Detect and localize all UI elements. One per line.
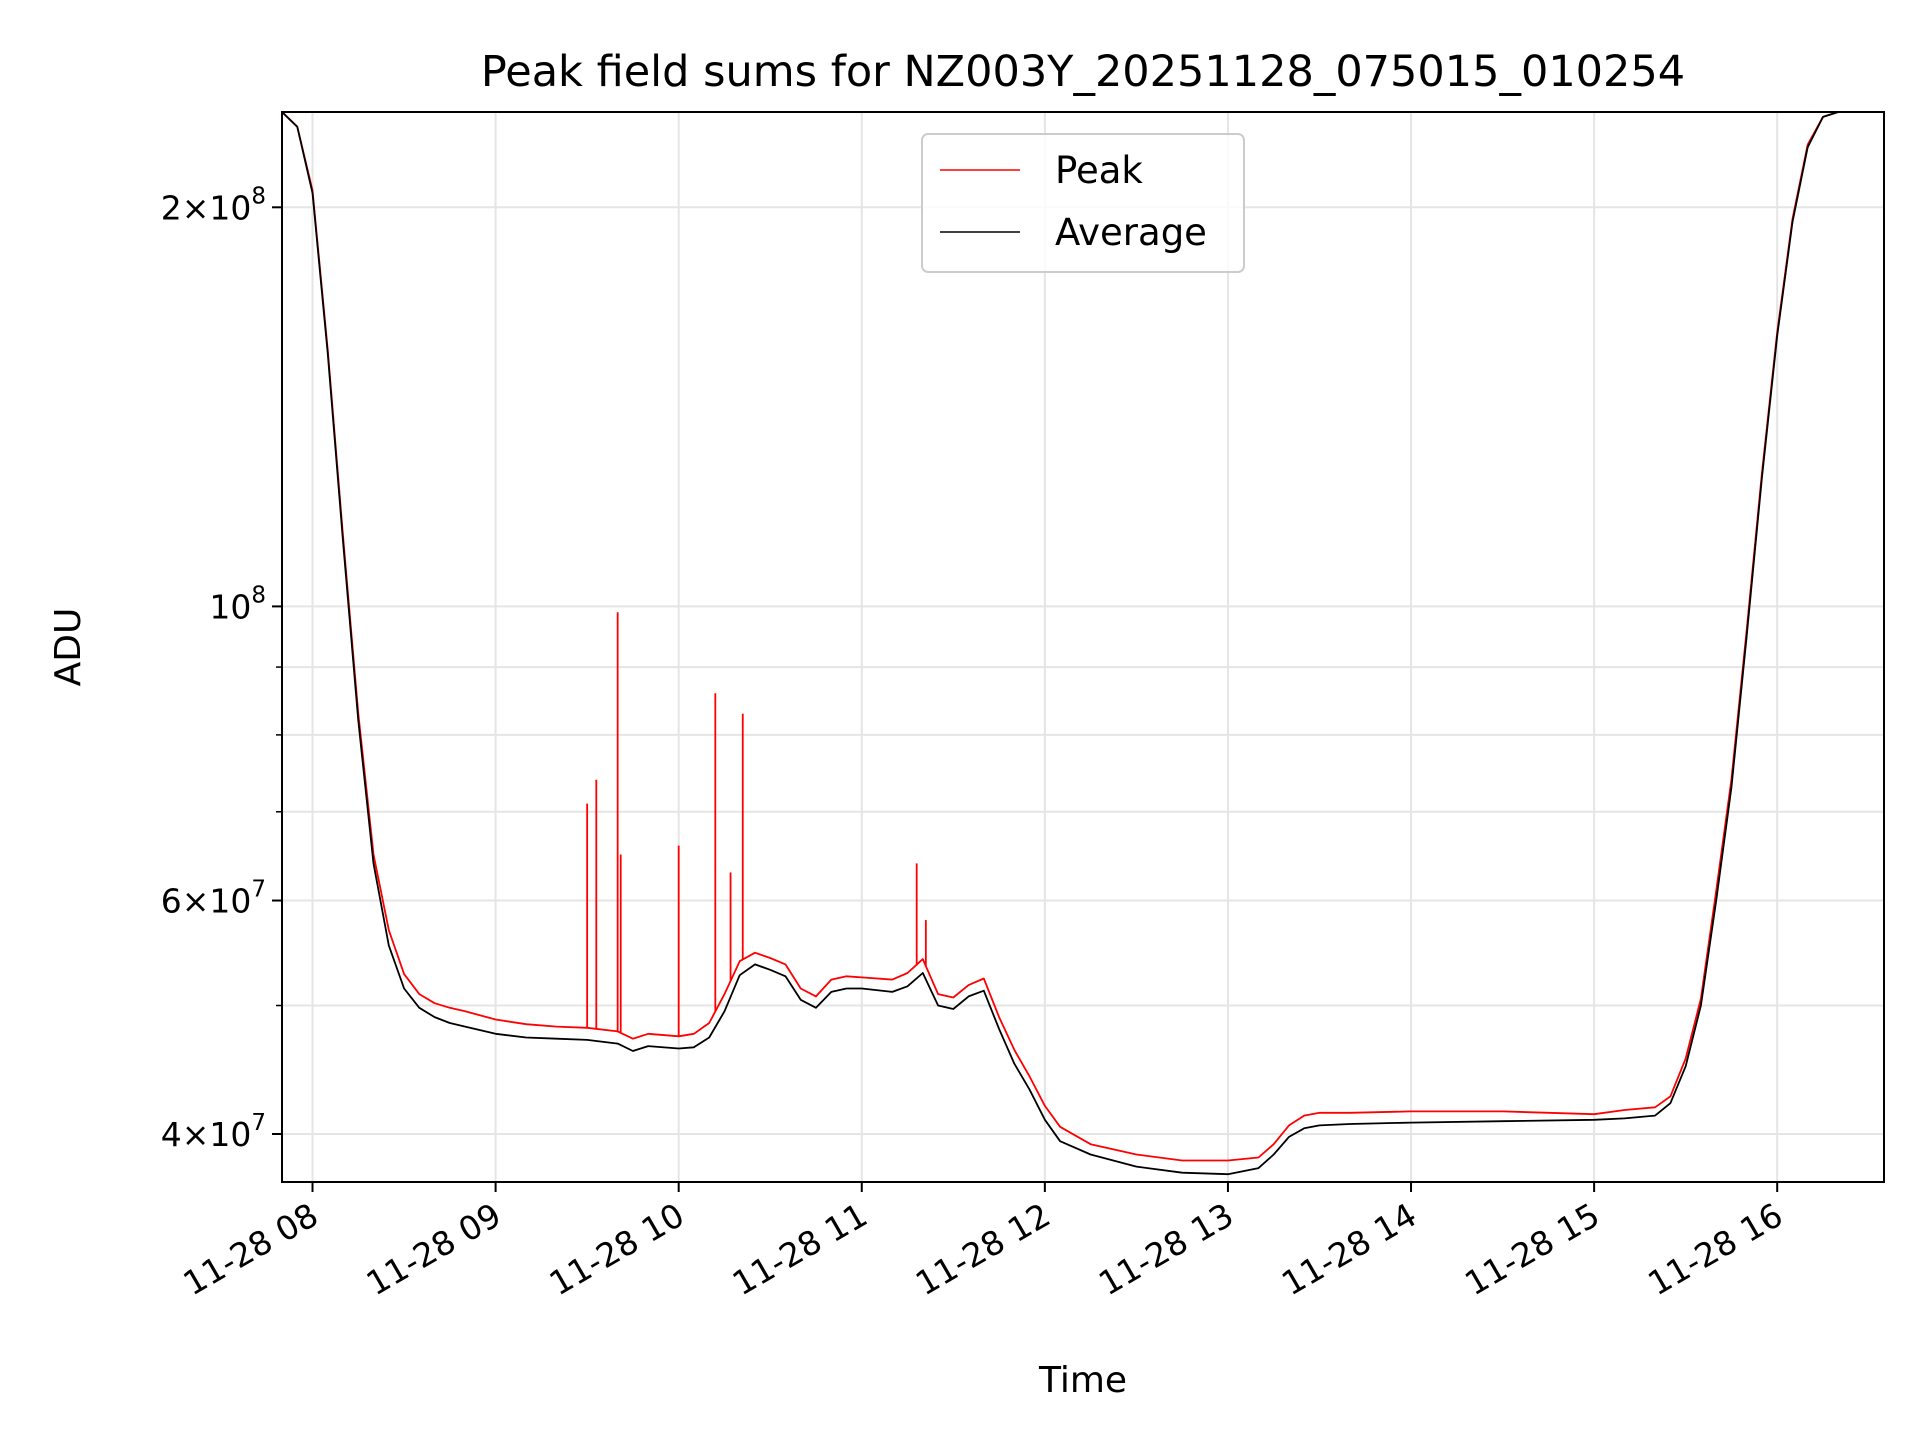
y-tick-base: 6×10: [161, 882, 252, 921]
legend-box: [921, 133, 1245, 273]
legend: Peak Average: [921, 133, 1245, 273]
plot-lines: [282, 112, 1884, 1176]
chart-title: Peak field sums for NZ003Y_20251128_0750…: [481, 47, 1685, 97]
y-tick-exponent: 7: [251, 1110, 266, 1136]
y-tick-base: 10: [209, 587, 251, 626]
y-tick-exponent: 8: [251, 183, 266, 209]
legend-average-label: Average: [1055, 211, 1207, 254]
y-tick-label: 6×107: [161, 877, 266, 921]
y-axis-title: ADU: [48, 608, 89, 687]
plot-frame: [281, 111, 1885, 1183]
x-axis-title: Time: [1038, 1360, 1127, 1401]
series-line-average: [282, 112, 1884, 1176]
y-tick-label: 108: [209, 582, 266, 626]
y-tick-exponent: 8: [251, 582, 266, 608]
y-tick-label: 4×107: [161, 1110, 266, 1154]
y-tick-label: 2×108: [161, 183, 266, 227]
y-tick-exponent: 7: [251, 877, 266, 903]
y-tick-base: 4×10: [161, 1115, 252, 1154]
series-line-peak: [282, 112, 1884, 1162]
y-tick-base: 2×10: [161, 188, 252, 227]
legend-peak-label: Peak: [1055, 149, 1143, 192]
